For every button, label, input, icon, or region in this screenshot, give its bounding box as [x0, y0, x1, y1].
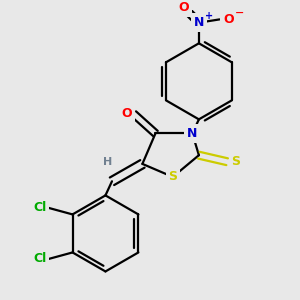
Text: O: O — [223, 13, 233, 26]
Text: Cl: Cl — [33, 253, 46, 266]
Text: Cl: Cl — [33, 201, 46, 214]
Text: N: N — [194, 16, 204, 29]
Text: N: N — [187, 127, 198, 140]
Text: O: O — [122, 107, 133, 120]
Text: +: + — [205, 11, 213, 21]
Text: −: − — [234, 8, 244, 18]
Text: S: S — [168, 170, 177, 183]
Text: H: H — [103, 157, 112, 167]
Text: O: O — [178, 1, 189, 14]
Text: S: S — [231, 155, 240, 168]
